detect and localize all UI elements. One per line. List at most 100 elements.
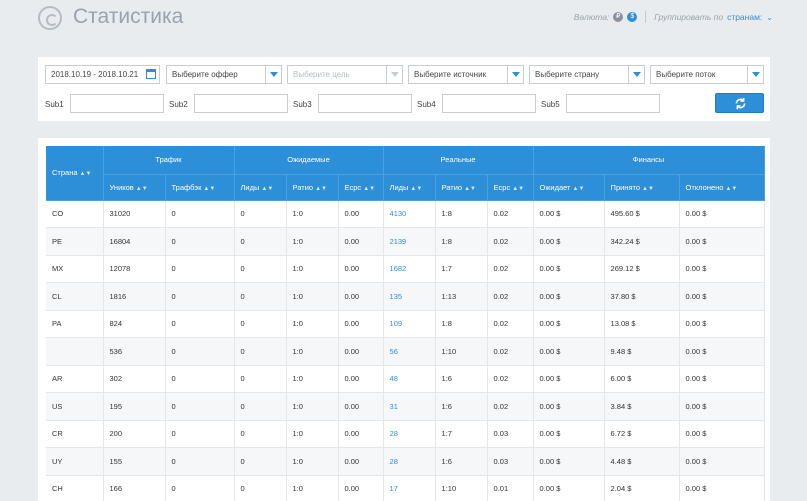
refresh-icon [735,97,746,110]
table-cell-trafback: 0 [165,310,235,338]
table-cell-uniques: 155 [103,447,166,476]
column-header[interactable]: Ecpc ▲▼ [487,174,534,201]
column-header-label: Уников [109,182,134,192]
table-cell-exp-ecpc: 0.00 [338,337,384,366]
table-cell-exp-ecpc: 0.00 [338,420,384,448]
table-cell-uniques: 166 [103,475,166,501]
source-select[interactable]: Выберите источник [408,65,524,84]
chevron-down-icon[interactable]: ⌄ [766,12,773,22]
table-cell-waiting: 0.00 $ [533,365,605,393]
real-leads-link[interactable]: 1682 [383,255,436,283]
sub5-input[interactable] [566,94,660,113]
real-leads-link[interactable]: 109 [383,310,436,338]
chevron-down-icon[interactable] [507,66,523,83]
sort-icon[interactable]: ▲▼ [79,171,92,178]
table-cell-real-ecpc: 0.02 [487,282,534,311]
chevron-down-icon[interactable] [628,66,644,83]
real-leads-link[interactable]: 31 [383,392,436,421]
real-leads-link[interactable]: 4130 [383,200,436,228]
column-header[interactable]: Трафбэк ▲▼ [165,174,235,201]
table-cell-real-ecpc: 0.02 [487,310,534,338]
sort-icon[interactable]: ▲▼ [261,185,274,192]
stream-select[interactable]: Выберите поток [650,65,764,84]
real-leads-link[interactable]: 28 [383,447,436,476]
country-select[interactable]: Выберите страну [529,65,645,84]
sort-icon[interactable]: ▲▼ [572,185,585,192]
real-leads-link[interactable]: 2139 [383,227,436,256]
column-header-label: Принято [610,182,641,192]
table-cell-exp-leads: 0 [234,310,287,338]
table-cell-real-ratio: 1:13 [435,282,488,311]
real-leads-link[interactable]: 48 [383,365,436,393]
table-cell-country: US [46,392,104,421]
table-cell-country: MX [46,255,104,283]
column-header[interactable]: Принято ▲▼ [604,174,680,201]
sort-icon[interactable]: ▲▼ [725,185,738,192]
chevron-down-icon[interactable] [265,66,281,83]
calendar-icon[interactable] [146,69,156,79]
column-header-label: Трафбэк [171,182,202,192]
group-header-expected: Ожидаемые [234,146,384,175]
sub3-input[interactable] [318,94,412,113]
sub2-input[interactable] [194,94,288,113]
table-cell-trafback: 0 [165,282,235,311]
offer-select[interactable]: Выберите оффер [166,65,282,84]
stats-table: Страна ▲▼ Трафик Ожидаемые Реальные Финан… [46,146,765,501]
group-by-dropdown[interactable]: странам: [727,12,763,22]
table-cell-country: PA [46,310,104,338]
refresh-button[interactable] [715,93,764,113]
stats-table-container: Страна ▲▼ Трафик Ожидаемые Реальные Финан… [38,138,770,501]
table-cell-exp-ratio: 1:0 [286,365,339,393]
table-row: US 195 0 0 1:0 0.00 31 1:6 0.02 0.00 $3.84 $0.00 … [46,392,765,421]
column-header[interactable]: Ратио ▲▼ [435,174,488,201]
table-cell-exp-ratio: 1:0 [286,337,339,366]
date-range-picker[interactable]: 2018.10.19 - 2018.10.21 [45,65,160,84]
sub1-input[interactable] [70,94,164,113]
column-header-label: Ожидает [539,182,571,192]
sort-icon[interactable]: ▲▼ [642,185,654,192]
goal-select[interactable]: Выберите цель [287,65,403,84]
currency-usd-button[interactable]: $ [627,12,638,22]
table-cell-exp-ecpc: 0.00 [338,365,384,393]
sort-icon[interactable]: ▲▼ [315,185,327,192]
table-cell-uniques: 824 [103,310,166,338]
column-header[interactable]: Отклонено ▲▼ [679,174,765,201]
table-cell-uniques: 302 [103,365,166,393]
sort-icon[interactable]: ▲▼ [203,185,216,192]
column-header[interactable]: Лиды ▲▼ [383,174,436,201]
column-header[interactable]: Лиды ▲▼ [234,174,287,201]
table-cell-real-ratio: 1:7 [435,255,488,283]
currency-rub-button[interactable]: ₽ [613,12,624,22]
table-cell-country: CL [46,282,104,311]
column-header-country[interactable]: Страна ▲▼ [46,146,104,201]
table-cell-accepted: 3.84 $ [604,392,680,421]
offer-select-label: Выберите оффер [172,70,238,79]
real-leads-link[interactable]: 56 [383,337,436,366]
sort-icon[interactable]: ▲▼ [135,185,148,192]
table-cell-country: CH [46,475,104,501]
sort-icon[interactable]: ▲▼ [410,185,423,192]
table-cell-accepted: 342.24 $ [604,227,680,256]
table-cell-real-ecpc: 0.02 [487,337,534,366]
sort-icon[interactable]: ▲▼ [512,185,525,192]
table-cell-trafback: 0 [165,227,235,256]
table-row: 536 0 0 1:0 0.00 56 1:10 0.02 0.00 $9.48 $0.00 $ [46,337,765,366]
sub4-input[interactable] [442,94,536,113]
column-header[interactable]: Ecpc ▲▼ [338,174,384,201]
sort-icon[interactable]: ▲▼ [363,185,376,192]
country-header-label: Страна [52,168,78,178]
real-leads-link[interactable]: 17 [383,475,436,501]
sort-icon[interactable]: ▲▼ [464,185,476,192]
column-header[interactable]: Уников ▲▼ [103,174,166,201]
table-cell-exp-ratio: 1:0 [286,447,339,476]
table-cell-exp-ecpc: 0.00 [338,310,384,338]
chevron-down-icon[interactable] [386,66,402,83]
table-cell-rejected: 0.00 $ [679,227,765,256]
real-leads-link[interactable]: 135 [383,282,436,311]
column-header[interactable]: Ожидает ▲▼ [533,174,605,201]
chevron-down-icon[interactable] [747,66,763,83]
column-header[interactable]: Ратио ▲▼ [286,174,339,201]
real-leads-link[interactable]: 28 [383,420,436,448]
table-cell-trafback: 0 [165,365,235,393]
table-row: UY 155 0 0 1:0 0.00 28 1:6 0.03 0.00 $4.48 $0.00 … [46,447,765,476]
